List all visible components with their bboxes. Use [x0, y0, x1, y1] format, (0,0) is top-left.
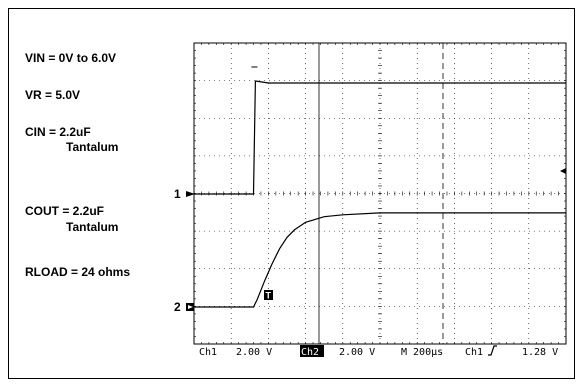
- trace-ch2: [194, 212, 566, 308]
- trigger-marker-label: T: [266, 291, 272, 301]
- rising-edge-icon: [488, 345, 497, 356]
- trace-ch1: [194, 80, 566, 195]
- ch2-scale: 2.00 V: [339, 347, 375, 358]
- trigger-level: 1.28 V: [522, 347, 558, 358]
- trigger-level-arrow-icon: [560, 168, 566, 174]
- figure-frame: VIN = 0V to 6.0V VR = 5.0V CIN = 2.2uF T…: [8, 8, 575, 379]
- cin-type: Tantalum: [66, 140, 119, 154]
- scope-grid: [193, 42, 567, 345]
- ch1-scale: 2.00 V: [236, 347, 272, 358]
- trigger-marker-box: [264, 290, 273, 300]
- cin-condition: CIN = 2.2uF: [25, 125, 91, 139]
- ch2-label-bg: [300, 345, 324, 357]
- ch1-label: Ch1: [199, 347, 217, 358]
- vin-condition: VIN = 0V to 6.0V: [25, 51, 117, 65]
- trigger-source: Ch1: [465, 347, 483, 358]
- vr-condition: VR = 5.0V: [25, 88, 81, 102]
- ch1-arrow-icon: [186, 191, 195, 197]
- ch2-marker-label: 2: [174, 300, 181, 314]
- cout-type: Tantalum: [66, 220, 119, 234]
- traces: [194, 66, 566, 308]
- ch1-marker-label: 1: [174, 187, 181, 201]
- cout-condition: COUT = 2.2uF: [25, 204, 105, 218]
- timebase: M 200µs: [401, 347, 443, 358]
- ch2-label: Ch2: [301, 347, 319, 358]
- rload-condition: RLOAD = 24 ohms: [25, 265, 131, 279]
